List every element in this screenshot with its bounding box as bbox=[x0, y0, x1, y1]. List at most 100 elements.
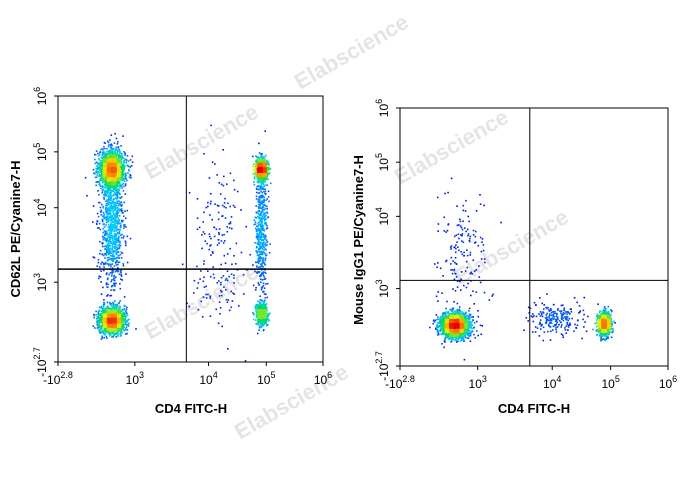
data-point bbox=[118, 219, 120, 221]
data-point bbox=[112, 156, 114, 158]
data-point bbox=[115, 155, 118, 158]
data-point bbox=[227, 299, 230, 301]
data-point bbox=[264, 299, 266, 302]
data-point bbox=[95, 181, 98, 183]
data-point bbox=[217, 205, 220, 207]
data-point bbox=[108, 227, 111, 229]
data-point bbox=[100, 328, 102, 330]
data-point bbox=[253, 312, 255, 315]
data-point bbox=[122, 315, 125, 317]
data-point bbox=[126, 155, 129, 157]
data-point bbox=[122, 319, 124, 322]
data-point bbox=[106, 175, 109, 177]
data-point bbox=[116, 327, 119, 330]
data-point bbox=[107, 150, 110, 152]
data-point bbox=[102, 207, 105, 209]
data-point bbox=[218, 182, 221, 184]
data-point bbox=[260, 264, 263, 267]
data-point bbox=[112, 178, 115, 180]
data-point bbox=[210, 237, 212, 240]
data-point bbox=[113, 193, 116, 195]
data-point bbox=[209, 245, 211, 247]
data-point bbox=[124, 217, 127, 220]
data-point bbox=[102, 168, 105, 171]
data-point bbox=[258, 302, 261, 305]
data-point bbox=[106, 257, 109, 259]
data-point bbox=[263, 293, 266, 295]
data-point bbox=[98, 159, 101, 161]
data-point bbox=[118, 222, 120, 225]
data-point bbox=[107, 183, 110, 185]
data-point bbox=[258, 248, 260, 250]
data-point bbox=[109, 193, 111, 195]
data-point bbox=[115, 179, 117, 182]
data-point bbox=[118, 257, 120, 259]
data-point bbox=[261, 228, 264, 230]
data-point bbox=[112, 212, 114, 214]
data-point bbox=[264, 160, 267, 162]
data-point bbox=[97, 227, 99, 229]
data-point bbox=[253, 314, 255, 316]
data-point bbox=[253, 219, 256, 222]
data-point bbox=[108, 253, 110, 256]
data-point bbox=[111, 202, 113, 205]
data-point bbox=[120, 310, 123, 312]
data-point bbox=[263, 218, 266, 220]
data-point bbox=[119, 318, 122, 321]
data-point bbox=[115, 243, 117, 246]
data-point bbox=[262, 306, 264, 308]
data-point bbox=[106, 210, 108, 213]
data-point bbox=[103, 151, 106, 153]
data-point bbox=[127, 164, 129, 167]
data-point bbox=[98, 167, 101, 169]
data-point bbox=[108, 179, 110, 182]
data-point bbox=[117, 155, 120, 157]
data-point bbox=[120, 251, 123, 254]
data-point bbox=[104, 165, 106, 167]
data-point bbox=[97, 315, 100, 318]
data-point bbox=[267, 314, 270, 317]
data-point bbox=[98, 322, 101, 324]
data-point bbox=[113, 198, 115, 201]
data-point bbox=[98, 277, 100, 280]
data-point bbox=[114, 224, 116, 226]
data-point bbox=[117, 169, 119, 171]
data-point bbox=[119, 234, 122, 236]
data-point bbox=[215, 228, 218, 230]
data-point bbox=[264, 237, 267, 240]
data-point bbox=[264, 156, 266, 158]
data-point bbox=[267, 216, 270, 218]
data-point bbox=[264, 310, 267, 312]
data-point bbox=[255, 314, 258, 316]
data-point bbox=[109, 184, 111, 186]
data-point bbox=[114, 150, 116, 152]
data-point bbox=[117, 261, 120, 264]
data-point bbox=[112, 328, 114, 331]
data-point bbox=[260, 184, 262, 186]
data-point bbox=[112, 210, 114, 212]
data-point bbox=[111, 243, 113, 246]
data-point bbox=[119, 164, 122, 167]
data-point bbox=[106, 248, 109, 250]
data-point bbox=[101, 178, 103, 181]
data-point bbox=[267, 320, 269, 322]
data-point bbox=[109, 229, 111, 232]
data-point bbox=[230, 290, 233, 293]
data-point bbox=[258, 188, 261, 191]
data-point bbox=[260, 272, 263, 274]
data-point bbox=[119, 307, 121, 309]
data-point bbox=[106, 150, 108, 153]
data-point bbox=[102, 175, 104, 177]
data-point bbox=[104, 158, 107, 160]
data-point bbox=[99, 150, 102, 153]
data-point bbox=[121, 308, 124, 311]
data-point bbox=[262, 204, 265, 206]
data-point bbox=[105, 191, 107, 193]
data-point bbox=[262, 159, 265, 161]
data-point bbox=[261, 286, 264, 288]
data-point bbox=[116, 212, 119, 215]
data-point bbox=[258, 304, 260, 306]
data-point bbox=[260, 287, 263, 289]
data-point bbox=[264, 308, 266, 310]
data-point bbox=[117, 309, 119, 311]
